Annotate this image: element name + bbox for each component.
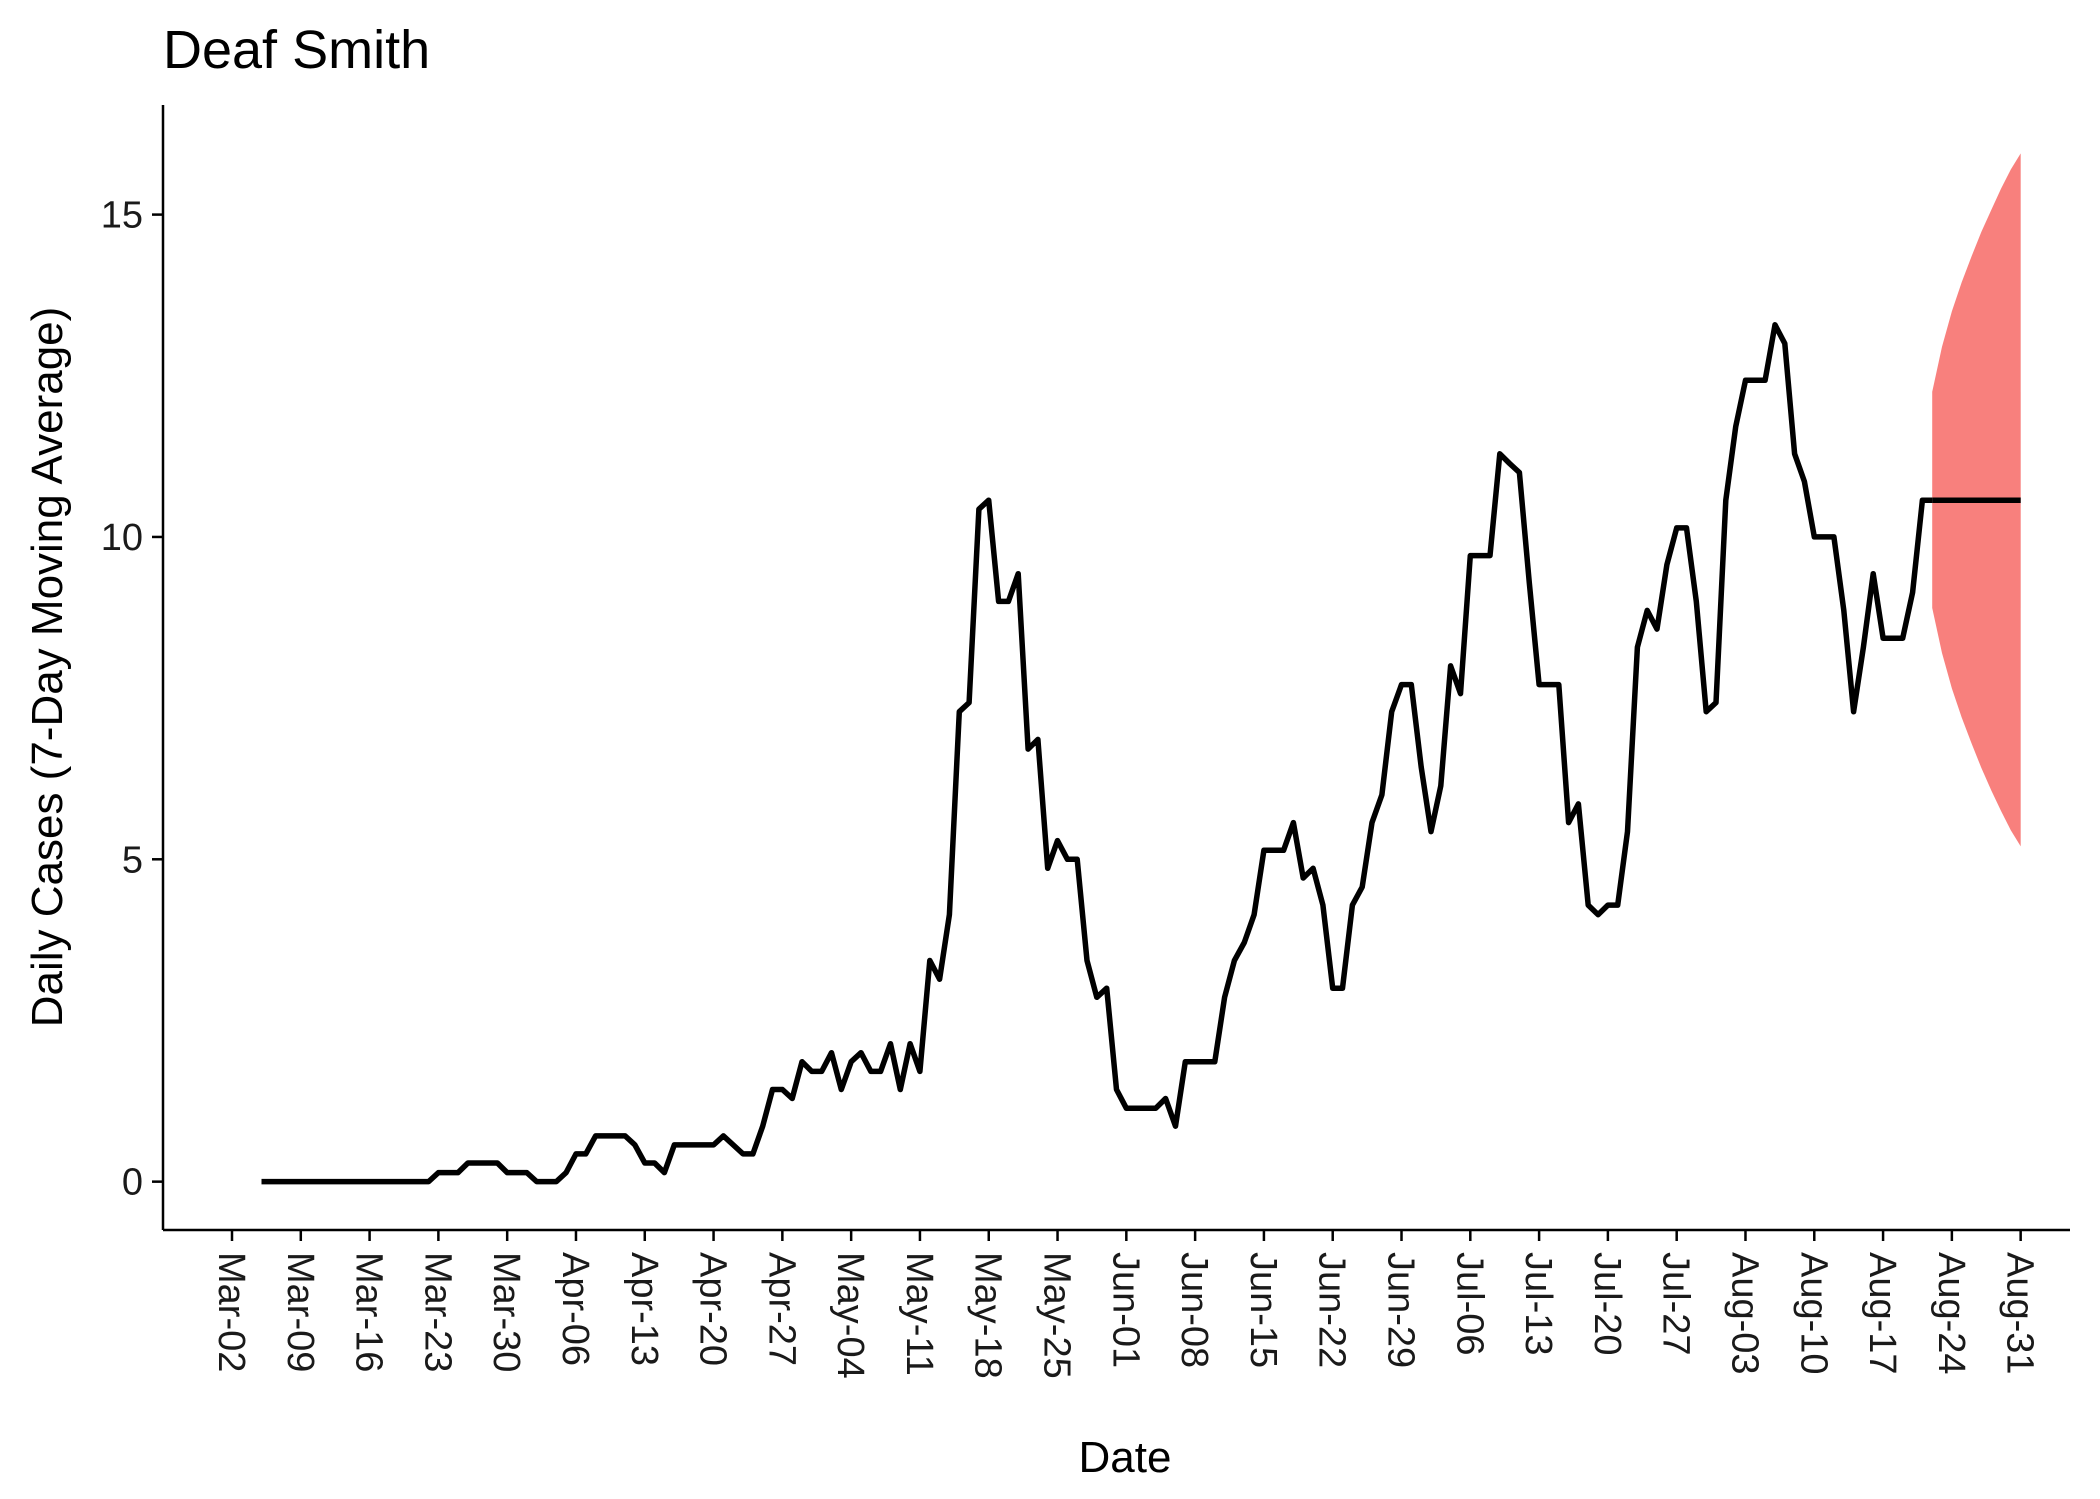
series-layer — [261, 322, 2021, 1185]
x-tick-label: Mar-09 — [279, 1252, 321, 1372]
x-tick-label: Mar-30 — [485, 1252, 527, 1372]
x-tick-label: May-11 — [898, 1252, 940, 1376]
x-tick-label: Mar-16 — [348, 1252, 390, 1372]
y-tick-label: 10 — [101, 517, 143, 559]
x-tick-label: Jul-27 — [1655, 1252, 1697, 1356]
x-tick-label: Aug-10 — [1792, 1252, 1834, 1375]
x-tick-label: Jul-20 — [1586, 1252, 1628, 1356]
x-tick-label: Apr-06 — [554, 1252, 596, 1366]
x-tick-label: Apr-27 — [760, 1252, 802, 1366]
x-tick-label: Mar-02 — [210, 1252, 252, 1372]
y-tick-label: 15 — [101, 195, 143, 237]
x-tick-label: Aug-03 — [1724, 1252, 1766, 1375]
x-tick-label: Jul-13 — [1517, 1252, 1559, 1356]
x-tick-label: May-25 — [1036, 1252, 1078, 1379]
x-tick-label: Jun-01 — [1104, 1252, 1146, 1368]
y-tick-label: 5 — [122, 839, 143, 881]
y-axis-ticks: 0 5 10 15 — [101, 195, 163, 1204]
x-tick-label: Mar-23 — [416, 1252, 458, 1372]
y-axis-title: Daily Cases (7-Day Moving Average) — [23, 307, 72, 1028]
x-tick-label: Aug-24 — [1930, 1252, 1972, 1375]
x-tick-label: Jun-22 — [1311, 1252, 1353, 1368]
series-line-daily-cases — [261, 322, 1933, 1185]
x-tick-label: Apr-20 — [692, 1252, 734, 1366]
x-tick-label: Aug-17 — [1861, 1252, 1903, 1375]
x-tick-label: May-18 — [967, 1252, 1009, 1379]
x-tick-label: Apr-13 — [623, 1252, 665, 1366]
chart-title: Deaf Smith — [163, 20, 430, 80]
x-tick-label: Jun-08 — [1173, 1252, 1215, 1368]
x-axis-ticks: Mar-02 Mar-09 Mar-16 Mar-23 Mar-30 Apr-06 Apr-… — [210, 1230, 2041, 1379]
x-tick-label: Jul-06 — [1448, 1252, 1490, 1356]
x-tick-label: May-04 — [829, 1252, 871, 1379]
x-axis-title: Date — [1079, 1433, 1172, 1482]
y-tick-label: 0 — [122, 1162, 143, 1204]
x-tick-label: Jun-29 — [1380, 1252, 1422, 1368]
x-tick-label: Aug-31 — [1999, 1252, 2041, 1375]
x-tick-label: Jun-15 — [1242, 1252, 1284, 1368]
